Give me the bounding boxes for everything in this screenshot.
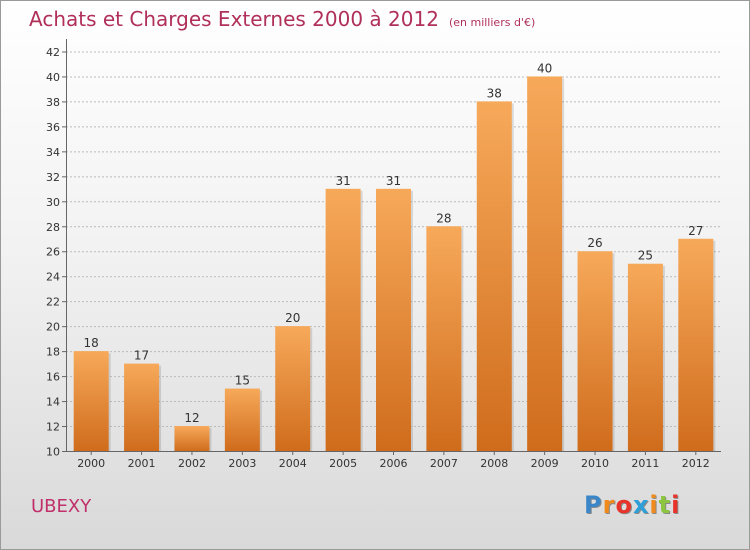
y-tick-label: 24 — [46, 271, 60, 284]
logo-letter: o — [615, 491, 633, 519]
y-tick-label: 14 — [46, 396, 60, 409]
x-tick-label: 2007 — [430, 457, 458, 470]
bar-value-label: 28 — [436, 211, 451, 225]
y-tick-label: 16 — [46, 371, 60, 384]
bar-value-label: 31 — [335, 174, 350, 188]
x-tick-label: 2002 — [178, 457, 206, 470]
y-tick-labels: 10 12 14 16 18 20 22 24 26 28 30 32 34 36 38 40 42 — [46, 46, 60, 459]
bar-value-label: 26 — [587, 236, 602, 250]
bar-value-label: 27 — [688, 224, 703, 238]
proxiti-logo: Proxiti — [584, 491, 680, 519]
x-tick-labels: 2000 2001 2002 2003 2004 2005 2006 2007 2008 2009… — [77, 457, 710, 470]
y-tick-label: 34 — [46, 146, 60, 159]
bar — [426, 226, 462, 451]
x-tick-label: 2012 — [682, 457, 710, 470]
logo-letter: P — [584, 491, 603, 519]
bar — [476, 101, 512, 451]
axes — [62, 39, 721, 455]
bar — [577, 251, 613, 451]
bar — [275, 326, 311, 451]
x-tick-label: 2003 — [228, 457, 256, 470]
logo-letter: x — [632, 491, 650, 519]
bar — [376, 188, 411, 451]
bar — [124, 363, 160, 451]
x-tick-label: 2000 — [77, 457, 105, 470]
bar-value-label: 12 — [184, 411, 199, 425]
y-tick-label: 20 — [46, 321, 60, 334]
y-tick-label: 22 — [46, 296, 60, 309]
bar-value-label: 25 — [638, 249, 653, 263]
bar-value-label: 38 — [487, 86, 502, 100]
y-tick-label: 30 — [46, 196, 60, 209]
logo-letter: i — [649, 491, 659, 519]
bar — [224, 388, 260, 451]
y-tick-label: 38 — [46, 96, 60, 109]
bar — [325, 188, 361, 451]
y-tick-label: 26 — [46, 246, 60, 259]
y-tick-label: 18 — [46, 346, 60, 359]
commune-name: UBEXY — [31, 496, 92, 517]
logo-letter: t — [658, 491, 672, 519]
x-tick-label: 2001 — [128, 457, 156, 470]
bar — [678, 238, 714, 451]
bar-value-label: 17 — [134, 349, 149, 363]
x-tick-label: 2008 — [480, 457, 508, 470]
value-labels: 18 17 12 15 20 31 31 28 38 40 26 25 27 — [84, 61, 704, 425]
x-tick-label: 2011 — [631, 457, 659, 470]
x-tick-label: 2009 — [531, 457, 559, 470]
y-tick-label: 32 — [46, 171, 60, 184]
y-tick-label: 10 — [46, 446, 60, 459]
logo-letter: r — [602, 491, 616, 519]
chart-title: Achats et Charges Externes 2000 à 2012 (e… — [29, 7, 535, 31]
y-tick-label: 28 — [46, 221, 60, 234]
y-tick-label: 42 — [46, 46, 60, 59]
y-tick-label: 40 — [46, 71, 60, 84]
bar-value-label: 20 — [285, 311, 300, 325]
bar-value-label: 18 — [84, 336, 99, 350]
x-tick-label: 2006 — [380, 457, 408, 470]
title-text: Achats et Charges Externes 2000 à 2012 — [29, 7, 439, 31]
logo-letter: i — [671, 491, 681, 519]
y-tick-label: 36 — [46, 121, 60, 134]
x-tick-label: 2004 — [279, 457, 307, 470]
x-tick-label: 2010 — [581, 457, 609, 470]
x-tick-label: 2005 — [329, 457, 357, 470]
bar-value-label: 40 — [537, 61, 552, 75]
bar — [527, 76, 563, 452]
bar — [627, 263, 663, 451]
bar — [73, 351, 109, 451]
bars — [73, 76, 716, 452]
title-unit: (en milliers d'€) — [448, 16, 536, 29]
bar — [174, 426, 210, 451]
bar-value-label: 31 — [386, 174, 401, 188]
y-tick-label: 12 — [46, 421, 60, 434]
bar-value-label: 15 — [235, 374, 250, 388]
